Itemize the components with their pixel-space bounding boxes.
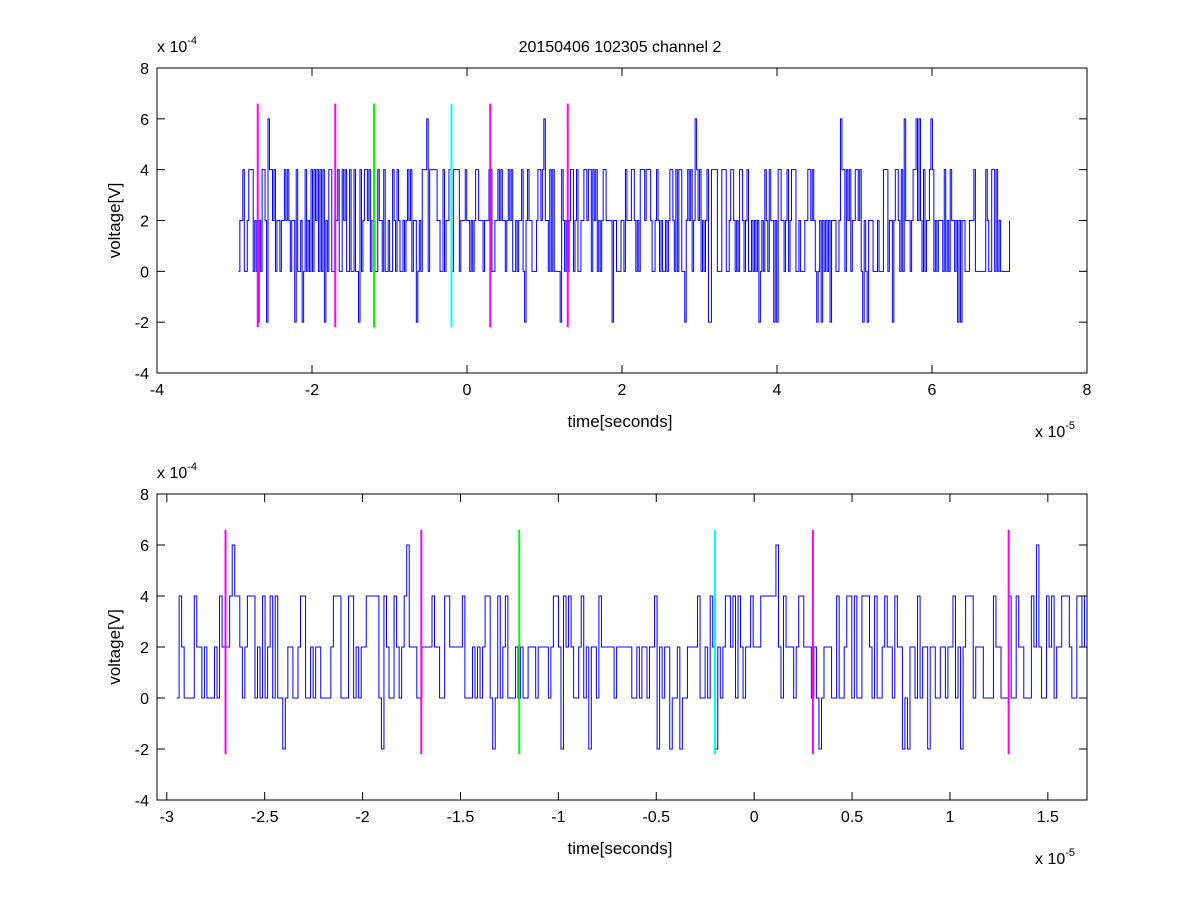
bottom-tick-marks (157, 493, 1087, 801)
top-y-exponent: x 10-4 (157, 35, 197, 56)
x-tick-label: -1 (551, 809, 565, 826)
top-signal-series (238, 118, 1010, 323)
y-tick-label: 0 (140, 691, 149, 708)
x-tick-label: -0.5 (642, 809, 670, 826)
top-y-axis-label: voltage[V] (105, 183, 124, 259)
y-tick-label: 8 (140, 487, 149, 504)
x-tick-label: -2.5 (251, 809, 279, 826)
top-y-tick-labels: -4 -2 0 2 4 6 8 (135, 61, 149, 383)
top-x-tick-labels: -4 -2 0 2 4 6 8 (150, 382, 1092, 399)
y-tick-label: -2 (135, 315, 149, 332)
top-x-axis-label: time[seconds] (568, 412, 673, 431)
bottom-signal-series (176, 544, 1088, 750)
bottom-event-markers (224, 529, 1010, 755)
bottom-x-exponent-base: x 10 (1035, 851, 1065, 868)
x-tick-label: 0.5 (841, 809, 863, 826)
top-y-exponent-base: x 10 (157, 39, 187, 56)
x-tick-label: -2 (305, 382, 319, 399)
top-event-markers (256, 103, 569, 328)
bottom-y-tick-labels: -4 -2 0 2 4 6 8 (135, 487, 149, 810)
bottom-x-tick-labels: -3 -2.5 -2 -1.5 -1 -0.5 0 0.5 1 1.5 (160, 809, 1059, 826)
y-tick-label: 6 (140, 538, 149, 555)
bottom-x-exponent: x 10-5 (1035, 847, 1075, 868)
top-tick-marks (156, 67, 1088, 374)
bottom-y-exponent: x 10-4 (157, 461, 197, 482)
x-tick-label: 1.5 (1037, 809, 1059, 826)
y-tick-label: 0 (140, 264, 149, 281)
bottom-y-exponent-base: x 10 (157, 465, 187, 482)
x-tick-label: 6 (928, 382, 937, 399)
x-tick-label: -1.5 (447, 809, 475, 826)
top-x-exponent-base: x 10 (1035, 424, 1065, 441)
y-tick-label: -2 (135, 742, 149, 759)
x-tick-label: -4 (150, 382, 164, 399)
x-tick-label: 4 (773, 382, 782, 399)
figure-title: 20150406 102305 channel 2 (519, 39, 722, 56)
top-axes: -4 -2 0 2 4 6 8 -4 -2 0 2 4 6 8 time[seconds] voltag… (105, 35, 1092, 441)
x-tick-label: 0 (750, 809, 759, 826)
bottom-x-axis-label: time[seconds] (568, 839, 673, 858)
y-tick-label: -4 (135, 793, 149, 810)
x-tick-label: -3 (160, 809, 174, 826)
bottom-y-exponent-power: -4 (187, 461, 197, 473)
y-tick-label: 2 (140, 640, 149, 657)
y-tick-label: 2 (140, 214, 149, 231)
y-tick-label: 8 (140, 61, 149, 78)
top-x-exponent: x 10-5 (1035, 420, 1075, 441)
bottom-x-exponent-power: -5 (1065, 847, 1075, 859)
y-tick-label: 4 (140, 163, 149, 180)
x-tick-label: 0 (463, 382, 472, 399)
y-tick-label: -4 (135, 366, 149, 383)
y-tick-label: 6 (140, 112, 149, 129)
x-tick-label: 1 (945, 809, 954, 826)
signal-line (176, 544, 1088, 750)
top-x-exponent-power: -5 (1065, 420, 1075, 432)
y-tick-label: 4 (140, 589, 149, 606)
signal-line (238, 118, 1010, 323)
bottom-axes: -3 -2.5 -2 -1.5 -1 -0.5 0 0.5 1 1.5 -4 -2 0 2 4 6 8 tim… (105, 461, 1088, 868)
x-tick-label: -2 (355, 809, 369, 826)
x-tick-label: 8 (1083, 382, 1092, 399)
bottom-y-axis-label: voltage[V] (105, 609, 124, 685)
x-tick-label: 2 (618, 382, 627, 399)
top-y-exponent-power: -4 (187, 35, 197, 47)
